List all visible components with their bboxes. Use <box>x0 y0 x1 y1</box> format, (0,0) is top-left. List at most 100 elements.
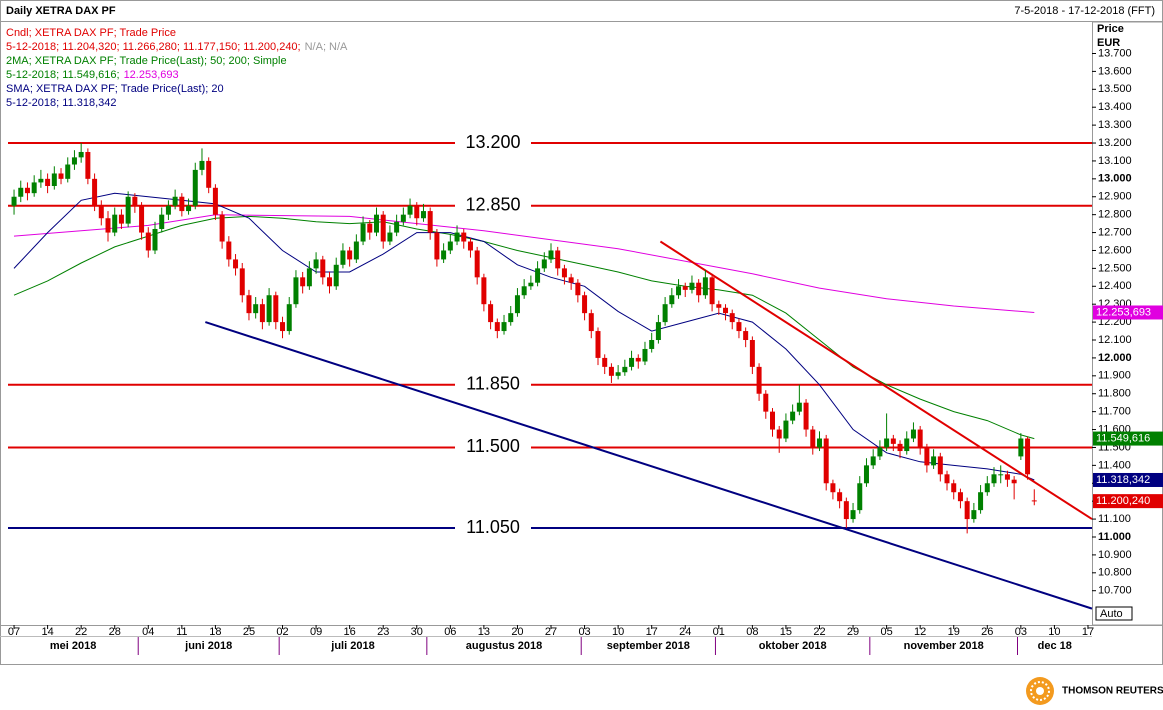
candle-body <box>226 241 232 260</box>
candle-body <box>219 214 225 242</box>
candle-body <box>823 438 829 484</box>
candle-body <box>380 214 386 242</box>
candle-body <box>514 295 520 314</box>
y-tick-label: 13.100 <box>1098 155 1132 167</box>
x-tick-label: 14 <box>41 626 53 638</box>
candle-body <box>689 282 695 290</box>
candle-body <box>991 474 997 484</box>
candle-body <box>548 250 554 260</box>
candle-body <box>978 492 984 511</box>
legend-text: 2MA; XETRA DAX PF; Trade Price(Last); 50… <box>6 55 287 67</box>
moving-average <box>13 214 1035 313</box>
level-label: 11.850 <box>466 374 520 394</box>
candle-body <box>24 187 30 194</box>
candle-body <box>877 447 883 457</box>
candle-body <box>286 304 292 332</box>
candle-body <box>723 307 729 314</box>
candle-body <box>172 196 178 206</box>
candle-body <box>259 304 265 323</box>
chart-title: Daily XETRA DAX PF <box>6 5 116 17</box>
legend-text: Cndl; XETRA DAX PF; Trade Price <box>6 27 176 39</box>
candle-body <box>280 322 286 332</box>
candle-body <box>729 313 735 323</box>
last-value-label: 12.253,693 <box>1096 306 1151 318</box>
y-tick-label: 10.800 <box>1098 567 1132 579</box>
logo-core <box>1036 687 1044 695</box>
legend-text: 5-12-2018; 11.549,616; <box>6 69 120 81</box>
candle-body <box>199 160 205 170</box>
logo-ring <box>1030 681 1050 701</box>
trendline <box>659 240 1093 520</box>
candle-body <box>266 295 272 323</box>
x-tick-label: 24 <box>679 626 691 638</box>
x-tick-label: 18 <box>209 626 221 638</box>
candle-body <box>850 510 856 520</box>
candle-body <box>206 160 212 188</box>
candle-body <box>588 313 594 332</box>
candle-body <box>461 232 467 242</box>
legend-line: 5-12-2018; 11.549,616; 12.253,693 <box>6 69 179 81</box>
candle-body <box>340 250 346 265</box>
y-tick-label: 10.900 <box>1098 549 1132 561</box>
candle-body <box>45 178 51 187</box>
y-tick-label: 10.700 <box>1098 585 1132 597</box>
y-tick-label: 12.000 <box>1098 352 1132 364</box>
candle-body <box>233 259 239 269</box>
x-tick-label: 08 <box>746 626 758 638</box>
legend-line: 5-12-2018; 11.204,320; 11.266,280; 11.17… <box>6 41 348 53</box>
candle-body <box>447 241 453 251</box>
x-tick-label: 17 <box>646 626 658 638</box>
candle-body <box>803 402 809 430</box>
candle-body <box>159 214 165 229</box>
x-tick-label: 03 <box>578 626 590 638</box>
candle-body <box>105 218 111 233</box>
date-range: 7-5-2018 - 17-12-2018 (FFT) <box>1014 5 1155 17</box>
candle-body <box>890 438 896 444</box>
x-tick-label: 27 <box>545 626 557 638</box>
legend-text: 5-12-2018; 11.204,320; 11.266,280; 11.17… <box>6 41 301 53</box>
candle-body <box>179 196 185 212</box>
last-value-label: 11.200,240 <box>1096 495 1150 507</box>
candle-body <box>125 196 131 224</box>
x-tick-label: 01 <box>713 626 725 638</box>
level-label-bg <box>455 518 531 539</box>
candle-body <box>709 277 715 305</box>
candle-body <box>615 372 621 376</box>
x-tick-label: 05 <box>880 626 892 638</box>
candle-body <box>293 277 299 305</box>
candle-body <box>85 151 91 179</box>
candle-body <box>622 366 628 373</box>
y-tick-label: 11.800 <box>1098 388 1131 400</box>
candle-body <box>770 411 776 430</box>
x-tick-label: 15 <box>780 626 792 638</box>
candle-body <box>414 205 420 219</box>
candle-body <box>816 438 822 448</box>
candle-body <box>602 357 608 367</box>
candle-body <box>118 214 124 224</box>
candle-body <box>944 474 950 484</box>
y-tick-label: 12.400 <box>1098 280 1132 292</box>
axis-title: Price <box>1097 23 1124 35</box>
x-tick-label: 22 <box>813 626 825 638</box>
candle-body <box>333 264 339 287</box>
candle-body <box>273 295 279 323</box>
candle-body <box>501 322 507 332</box>
candle-body <box>904 438 910 452</box>
legend-line: 2MA; XETRA DAX PF; Trade Price(Last); 50… <box>6 55 287 67</box>
y-tick-label: 12.700 <box>1098 226 1132 238</box>
candle-body <box>132 196 138 206</box>
candle-body <box>843 501 849 520</box>
candle-body <box>984 483 990 493</box>
level-label: 12.850 <box>465 194 520 214</box>
level-label: 11.500 <box>466 436 520 456</box>
candle-body <box>474 250 480 278</box>
candle-body <box>521 286 527 296</box>
candle-body <box>541 259 547 269</box>
legend-line: Cndl; XETRA DAX PF; Trade Price <box>6 27 176 39</box>
candle-body <box>427 211 433 233</box>
level-label-bg <box>455 195 531 216</box>
x-tick-label: 26 <box>981 626 993 638</box>
month-label: juni 2018 <box>184 640 232 652</box>
candle-body <box>488 304 494 323</box>
